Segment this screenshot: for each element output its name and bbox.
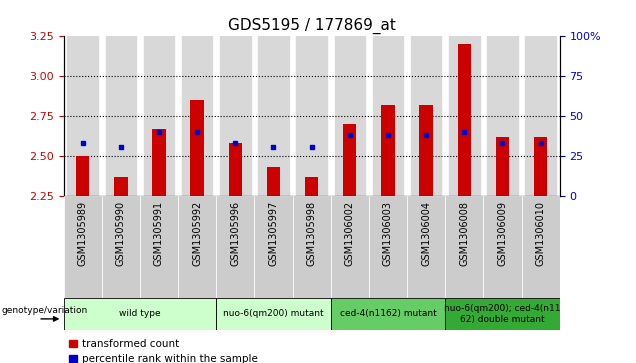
Bar xyxy=(296,36,327,196)
Bar xyxy=(216,298,331,330)
Text: GSM1305992: GSM1305992 xyxy=(192,201,202,266)
Bar xyxy=(182,36,212,196)
Bar xyxy=(449,36,480,196)
Bar xyxy=(445,196,483,298)
Bar xyxy=(144,36,174,196)
Bar xyxy=(305,177,319,196)
Legend: transformed count, percentile rank within the sample: transformed count, percentile rank withi… xyxy=(69,339,258,363)
Text: GSM1305997: GSM1305997 xyxy=(268,201,279,266)
Bar xyxy=(343,124,356,196)
Bar xyxy=(496,137,509,196)
Bar xyxy=(220,36,251,196)
Text: ced-4(n1162) mutant: ced-4(n1162) mutant xyxy=(340,310,436,318)
Bar xyxy=(64,298,216,330)
Text: GSM1305996: GSM1305996 xyxy=(230,201,240,266)
Bar xyxy=(254,196,293,298)
Bar xyxy=(258,36,289,196)
Bar xyxy=(382,105,394,196)
Bar xyxy=(373,36,403,196)
Bar xyxy=(106,36,136,196)
Bar xyxy=(178,196,216,298)
Text: GSM1306010: GSM1306010 xyxy=(536,201,546,266)
Bar xyxy=(140,196,178,298)
Bar xyxy=(102,196,140,298)
Text: GSM1305991: GSM1305991 xyxy=(154,201,164,266)
Bar xyxy=(534,137,547,196)
Bar xyxy=(331,196,369,298)
Text: GSM1306003: GSM1306003 xyxy=(383,201,393,266)
Text: GSM1305990: GSM1305990 xyxy=(116,201,126,266)
Bar xyxy=(483,196,522,298)
Bar xyxy=(525,36,556,196)
Bar xyxy=(229,143,242,196)
Bar xyxy=(457,44,471,196)
Text: wild type: wild type xyxy=(119,310,161,318)
Bar xyxy=(369,196,407,298)
Text: GSM1306008: GSM1306008 xyxy=(459,201,469,266)
Text: GSM1306004: GSM1306004 xyxy=(421,201,431,266)
Text: nuo-6(qm200); ced-4(n11
62) double mutant: nuo-6(qm200); ced-4(n11 62) double mutan… xyxy=(444,304,561,324)
Bar xyxy=(331,298,445,330)
Bar xyxy=(407,196,445,298)
Bar xyxy=(487,36,518,196)
Bar xyxy=(191,100,204,196)
Bar xyxy=(114,177,127,196)
Text: nuo-6(qm200) mutant: nuo-6(qm200) mutant xyxy=(223,310,324,318)
Bar xyxy=(76,156,89,196)
Bar xyxy=(67,36,98,196)
Text: GSM1305998: GSM1305998 xyxy=(307,201,317,266)
Text: genotype/variation: genotype/variation xyxy=(1,306,88,315)
Bar xyxy=(216,196,254,298)
Title: GDS5195 / 177869_at: GDS5195 / 177869_at xyxy=(228,17,396,33)
Bar xyxy=(420,105,432,196)
Text: GSM1306009: GSM1306009 xyxy=(497,201,508,266)
Bar xyxy=(522,196,560,298)
Bar xyxy=(335,36,365,196)
Bar xyxy=(411,36,441,196)
Bar xyxy=(153,129,165,196)
Text: GSM1306002: GSM1306002 xyxy=(345,201,355,266)
Bar xyxy=(64,196,102,298)
Bar xyxy=(293,196,331,298)
Bar xyxy=(445,298,560,330)
Bar xyxy=(267,167,280,196)
Text: GSM1305989: GSM1305989 xyxy=(78,201,88,266)
